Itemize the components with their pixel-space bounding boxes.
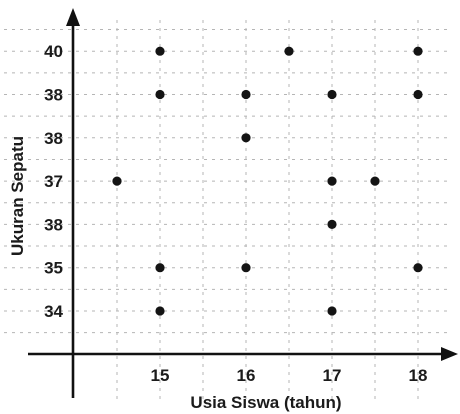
x-axis-arrow-icon	[441, 347, 458, 361]
y-axis-title: Ukuran Sepatu	[8, 136, 27, 256]
data-point	[327, 306, 337, 316]
y-tick-label: 38	[44, 129, 63, 148]
x-tick-label: 16	[237, 366, 256, 385]
data-point	[327, 219, 337, 229]
data-point	[155, 46, 165, 56]
axes	[28, 8, 458, 398]
x-axis-title: Usia Siswa (tahun)	[190, 393, 341, 412]
x-tick-labels: 15 16 17 18	[151, 366, 428, 385]
y-tick-label: 38	[44, 215, 63, 234]
data-point	[241, 263, 251, 273]
data-point	[112, 176, 122, 186]
y-tick-label: 35	[44, 259, 63, 278]
data-point	[284, 46, 294, 56]
y-tick-label: 38	[44, 86, 63, 105]
grid	[4, 20, 452, 402]
y-axis-arrow-icon	[66, 8, 80, 26]
y-tick-labels: 34 35 38 37 38 38 40	[44, 42, 63, 321]
y-tick-label: 37	[44, 172, 63, 191]
data-point	[155, 263, 165, 273]
x-tick-label: 17	[323, 366, 342, 385]
data-point	[413, 263, 423, 273]
data-points	[112, 46, 423, 316]
y-tick-label: 40	[44, 42, 63, 61]
data-point	[413, 46, 423, 56]
data-point	[155, 306, 165, 316]
data-point	[370, 176, 380, 186]
data-point	[327, 89, 337, 100]
y-tick-label: 34	[44, 302, 63, 321]
data-point	[241, 89, 251, 100]
data-point	[327, 176, 337, 186]
data-point	[241, 133, 251, 143]
data-point	[413, 89, 423, 100]
x-tick-label: 15	[151, 366, 170, 385]
data-point	[155, 89, 165, 100]
x-tick-label: 18	[409, 366, 428, 385]
